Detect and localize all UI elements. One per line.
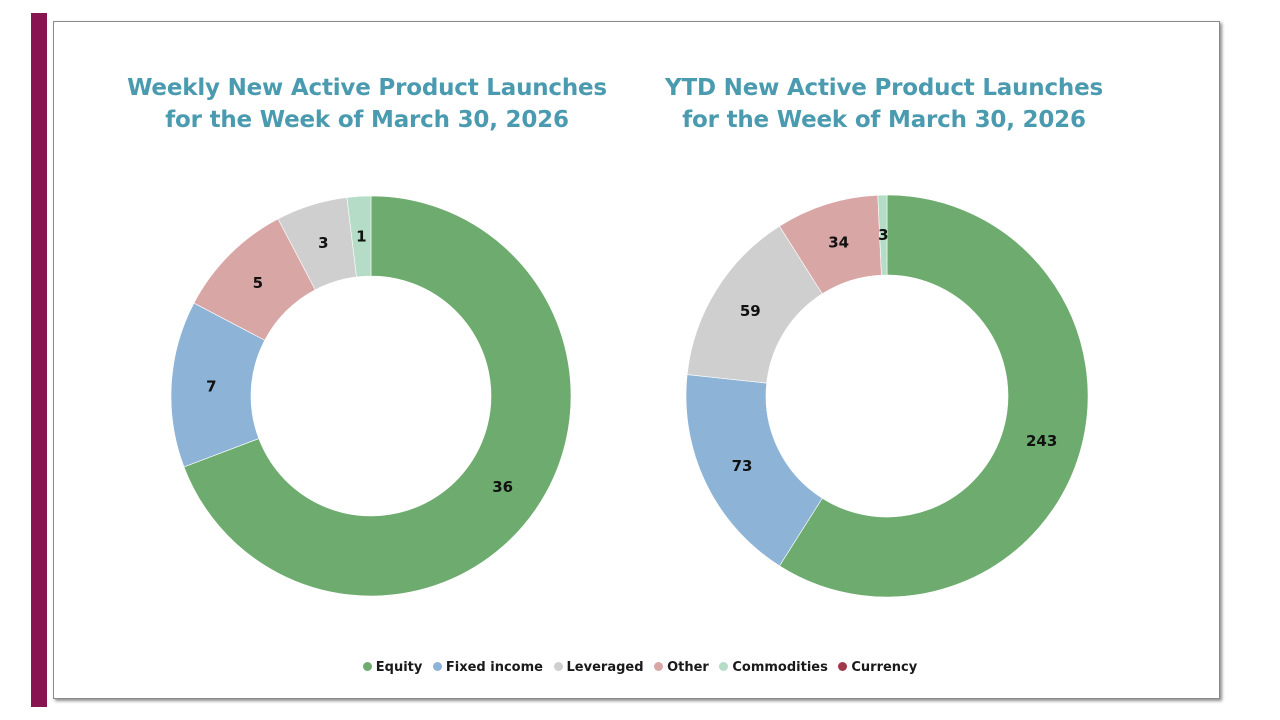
- legend-item-fixed-income[interactable]: Fixed income: [432, 660, 543, 675]
- ytd-label-equity: 243: [1026, 432, 1057, 450]
- weekly-slice-commodities[interactable]: [346, 195, 372, 278]
- legend-marker-currency: [838, 662, 848, 671]
- legend-item-other[interactable]: Other: [654, 660, 709, 675]
- weekly-chart-title-line-2: for the Week of March 30, 2026: [165, 107, 569, 133]
- weekly-label-commodities: 1: [356, 227, 366, 245]
- legend-label-commodities: Commodities: [732, 660, 828, 675]
- ytd-chart-title-line-1: YTD New Active Product Launches: [665, 75, 1103, 101]
- legend-item-equity[interactable]: Equity: [362, 660, 423, 675]
- accent-bar: [31, 13, 47, 707]
- ytd-label-leveraged: 59: [740, 302, 761, 320]
- ytd-slice-commodities[interactable]: [877, 194, 888, 276]
- ytd-label-commodities: 3: [878, 226, 888, 244]
- legend-marker-fixed-income: [432, 662, 442, 671]
- legend-marker-equity: [362, 662, 372, 671]
- legend-marker-commodities: [719, 662, 729, 671]
- legend-label-other: Other: [667, 660, 709, 675]
- ytd-label-other: 34: [828, 233, 849, 251]
- legend-marker-other: [654, 662, 664, 671]
- ytd-chart-title: YTD New Active Product Launches for the …: [624, 72, 1144, 136]
- legend-label-fixed-income: Fixed income: [445, 660, 543, 675]
- ytd-label-fixed-income: 73: [732, 457, 753, 475]
- legend: Equity Fixed income Leveraged Other Comm…: [0, 660, 1280, 675]
- weekly-slice-equity[interactable]: [183, 195, 572, 597]
- ytd-chart-title-line-2: for the Week of March 30, 2026: [682, 107, 1086, 133]
- legend-item-currency[interactable]: Currency: [838, 660, 917, 675]
- ytd-slice-equity[interactable]: [779, 194, 1089, 598]
- weekly-label-fixed-income: 7: [206, 377, 216, 395]
- legend-label-currency: Currency: [851, 660, 918, 675]
- weekly-chart-title: Weekly New Active Product Launches for t…: [107, 72, 627, 136]
- weekly-label-other: 5: [253, 274, 263, 292]
- weekly-label-leveraged: 3: [318, 234, 328, 252]
- legend-item-leveraged[interactable]: Leveraged: [553, 660, 644, 675]
- legend-item-commodities[interactable]: Commodities: [719, 660, 828, 675]
- weekly-chart-title-line-1: Weekly New Active Product Launches: [127, 75, 607, 101]
- legend-marker-leveraged: [553, 662, 563, 671]
- weekly-donut: 36 7 5 3 1: [170, 195, 572, 597]
- ytd-donut: 243 73 59 34 3: [685, 194, 1089, 598]
- legend-label-leveraged: Leveraged: [566, 660, 644, 675]
- legend-label-equity: Equity: [375, 660, 423, 675]
- weekly-label-equity: 36: [492, 478, 513, 496]
